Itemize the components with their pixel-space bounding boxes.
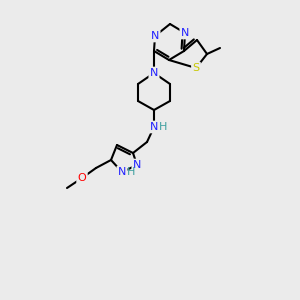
Text: N: N (118, 167, 126, 177)
Text: N: N (150, 68, 158, 78)
Text: O: O (78, 173, 86, 183)
Text: N: N (151, 31, 159, 41)
Text: N: N (133, 160, 141, 170)
Text: N: N (181, 28, 189, 38)
Text: S: S (192, 63, 200, 73)
Text: H: H (127, 167, 135, 177)
Text: H: H (159, 122, 167, 132)
Text: N: N (150, 122, 158, 132)
